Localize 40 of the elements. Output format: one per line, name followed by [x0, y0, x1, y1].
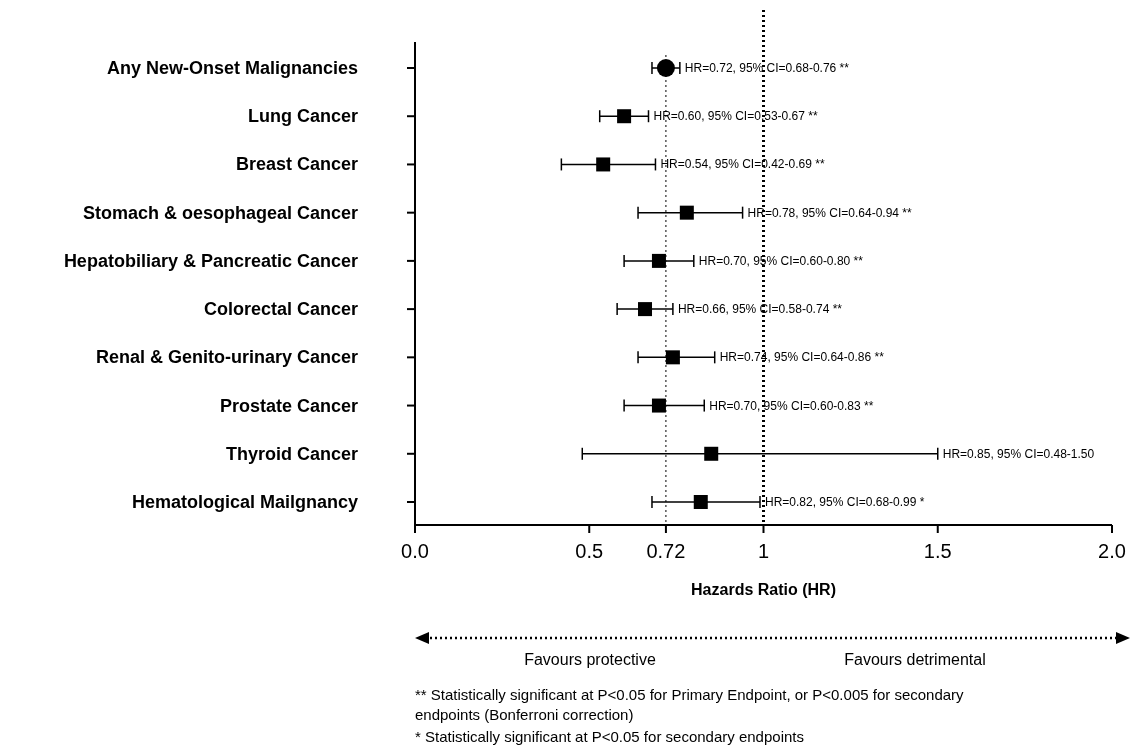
y-tick-label: Hepatobiliary & Pancreatic Cancer [63, 250, 358, 271]
y-tick-label: Hematological Mailgnancy [131, 492, 358, 512]
point [665, 350, 680, 365]
x-tick-label: 0.0 [401, 540, 429, 562]
annotation: HR=0.54, 95% CI=0.42-0.69 ** [660, 157, 825, 172]
text: Favours detrimental [844, 651, 986, 668]
x-tick-label: 1.5 [923, 540, 952, 562]
annotation: HR=0.85, 95% CI=0.48-1.50 [942, 446, 1095, 461]
text: ** Statistically significant at P<0.05 for Primary Endpoint, or P<0.005 for secondary endpoints (Bonferroni correction) [415, 686, 965, 723]
point [651, 398, 666, 413]
point [617, 109, 632, 124]
x-tick-label: 2.0 [1098, 540, 1126, 562]
point [656, 59, 675, 77]
annotation: HR=0.78, 95% CI=0.64-0.94 ** [747, 205, 913, 220]
point [638, 302, 653, 317]
annotation: HR=0.70, 95% CI=0.60-0.83 ** [709, 398, 874, 413]
point [693, 495, 708, 509]
annotation: HR=0.74, 95% CI=0.64-0.86 ** [719, 350, 885, 365]
annotation: HR=0.66, 95% CI=0.58-0.74 ** [677, 302, 843, 317]
y-tick-label: Stomach & oesophageal Cancer [82, 202, 358, 223]
annotation: HR=0.60, 95% CI=0.53-0.67 ** [653, 109, 818, 124]
y-tick-label: Colorectal Cancer [203, 299, 358, 320]
y-tick-label: Breast Cancer [235, 154, 358, 175]
x-tick-label: 1 [757, 540, 770, 562]
y-tick-label: Any New-Onset Malignancies [106, 58, 358, 78]
point [596, 157, 611, 172]
point [679, 205, 694, 220]
annotation: HR=0.82, 95% CI=0.68-0.99 * [765, 495, 925, 509]
y-tick-label: Thyroid Cancer [225, 443, 358, 464]
y-tick-label: Renal & Genito-urinary Cancer [95, 347, 358, 368]
x-tick-label: 0.5 [575, 540, 604, 562]
x-tick-label: 0.72 [646, 540, 686, 562]
point [704, 446, 719, 461]
annotation: HR=0.72, 95% CI=0.68-0.76 ** [684, 61, 850, 75]
y-tick-label: Prostate Cancer [219, 395, 358, 416]
point [651, 253, 666, 268]
x-axis-title: Hazards Ratio (HR) [691, 581, 836, 598]
text: * Statistically significant at P<0.05 for secondary endpoints [415, 728, 804, 745]
y-tick-label: Lung Cancer [247, 106, 358, 127]
text: Favours protective [524, 651, 656, 668]
